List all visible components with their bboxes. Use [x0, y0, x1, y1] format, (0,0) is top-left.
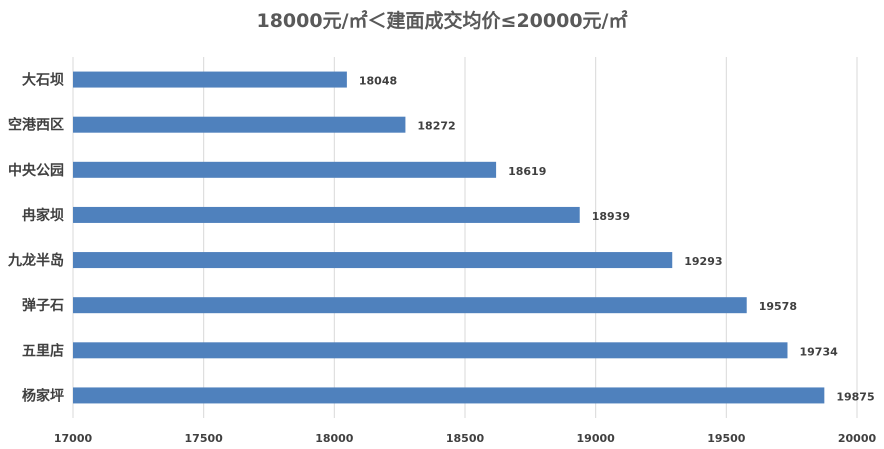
x-tick-label: 18500 [446, 432, 485, 445]
bar [73, 387, 825, 404]
category-label: 空港西区 [8, 117, 64, 134]
x-tick-label: 17000 [54, 432, 93, 445]
x-tick-label: 17500 [185, 432, 224, 445]
data-label: 18272 [417, 120, 455, 133]
data-label: 19293 [684, 255, 722, 268]
bar [73, 161, 497, 178]
category-label: 五里店 [22, 342, 64, 359]
category-label: 弹子石 [22, 297, 64, 314]
data-label: 18619 [508, 165, 546, 178]
bar [73, 297, 747, 314]
category-label: 冉家坝 [22, 207, 64, 224]
x-tick-label: 19000 [577, 432, 616, 445]
bar [73, 252, 673, 269]
data-label: 18939 [592, 210, 630, 223]
data-label: 19578 [759, 300, 797, 313]
x-tick-label: 18000 [315, 432, 354, 445]
data-label: 18048 [359, 75, 397, 88]
bar [73, 342, 788, 359]
bar [73, 206, 580, 223]
data-label: 19875 [836, 390, 874, 403]
category-label: 九龙半岛 [7, 252, 64, 269]
category-label: 中央公园 [8, 162, 64, 179]
data-label: 19734 [799, 345, 838, 358]
category-label: 大石坝 [22, 72, 64, 89]
bar [73, 116, 406, 133]
x-tick-label: 19500 [707, 432, 746, 445]
category-label: 杨家坪 [22, 387, 64, 404]
chart-title: 18000元/㎡＜建面成交均价≤20000元/㎡ [256, 9, 627, 32]
bar [73, 71, 347, 88]
x-tick-label: 20000 [838, 432, 877, 445]
